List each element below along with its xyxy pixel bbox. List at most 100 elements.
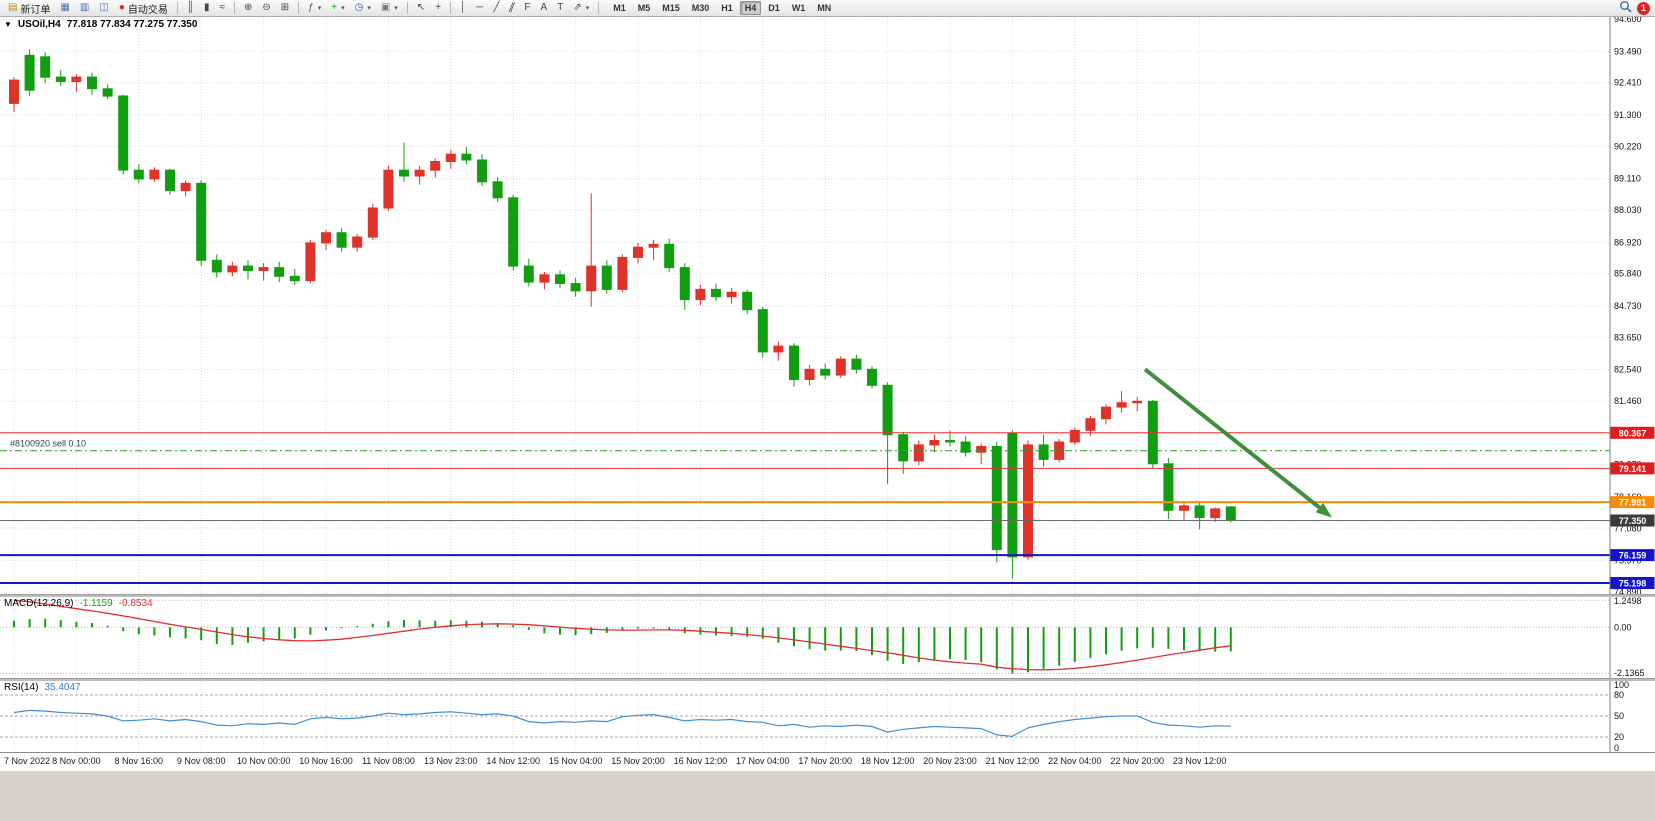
rsi-value: 35.4047 xyxy=(44,682,81,693)
support-line-blue-2-tag xyxy=(1610,577,1655,589)
channel-icon[interactable]: ∥ xyxy=(505,0,518,16)
zoom-out-icon[interactable]: ⊖ xyxy=(258,0,274,16)
candle xyxy=(1132,400,1143,404)
candle xyxy=(258,267,269,272)
fibonacci-icon[interactable]: F xyxy=(520,0,534,16)
support-line-blue-2-tag-text: 75.198 xyxy=(1619,579,1647,589)
main-chart-pane[interactable]: ▼ USOil,H4 77.818 77.834 77.275 77.350 #… xyxy=(0,17,1655,594)
timeframe-button-D1[interactable]: D1 xyxy=(768,3,780,13)
candle xyxy=(477,159,487,183)
new-order-button-label: 新订单 xyxy=(20,4,51,16)
price-axis-label: 83.650 xyxy=(1614,332,1642,342)
candle xyxy=(898,434,909,462)
horizontal-line-icon[interactable]: ─ xyxy=(472,0,487,16)
candle xyxy=(945,440,955,443)
candle xyxy=(243,265,253,272)
pane-splitter-2[interactable] xyxy=(0,678,1655,681)
crosshair-icon[interactable]: + xyxy=(431,0,445,16)
trend-arrow[interactable] xyxy=(1143,367,1332,518)
time-axis-label: 20 Nov 23:00 xyxy=(923,756,977,766)
candle xyxy=(523,265,534,283)
add-object-icon: + xyxy=(331,2,338,13)
market-watch-icon[interactable]: ◫ xyxy=(95,0,112,16)
price-axis-label: 85.840 xyxy=(1614,269,1642,279)
new-order-button[interactable]: ▤ 新订单 xyxy=(4,0,54,16)
time-axis-label: 14 Nov 12:00 xyxy=(486,756,540,766)
channel-icon: ∥ xyxy=(507,2,517,13)
vertical-gridlines xyxy=(13,596,1201,678)
timeframe-button-H1[interactable]: H1 xyxy=(721,3,733,13)
pane-splitter-1[interactable] xyxy=(0,594,1655,597)
candle xyxy=(118,95,129,171)
profiles-icon[interactable]: ▥ xyxy=(76,0,93,16)
add-object-icon[interactable]: + ▾ xyxy=(327,0,348,16)
time-axis-label: 10 Nov 00:00 xyxy=(236,756,291,766)
rsi-axis-label: 0 xyxy=(1614,743,1619,752)
time-axis-label: 22 Nov 20:00 xyxy=(1110,756,1164,766)
periods-icon[interactable]: ◷ ▾ xyxy=(351,0,375,16)
candle xyxy=(40,56,51,78)
trendline-icon[interactable]: ╱ xyxy=(489,0,503,16)
zoom-in-icon[interactable]: ⊕ xyxy=(240,0,256,16)
chevron-down-icon: ▾ xyxy=(367,5,371,12)
templates-icon[interactable]: ▣ ▾ xyxy=(377,0,402,16)
candle xyxy=(352,236,363,248)
candle xyxy=(773,345,784,353)
candle xyxy=(1194,505,1205,518)
candle xyxy=(24,54,35,91)
rsi-title: RSI(14) 35.4047 xyxy=(4,682,81,693)
timeframe-button-MN[interactable]: MN xyxy=(817,3,832,13)
candlestick-chart-icon: ▮ xyxy=(203,2,210,13)
timeframe-button-W1[interactable]: W1 xyxy=(791,3,806,13)
price-axis[interactable]: 94.600 93.490 92.410 91.300 90.220 89.110 88.0… xyxy=(1609,17,1655,594)
candle xyxy=(1023,444,1033,558)
autotrading-button[interactable]: ● 自动交易 xyxy=(115,0,172,16)
indicators-icon[interactable]: ƒ ▾ xyxy=(304,0,325,16)
chart-title: ▼ USOil,H4 77.818 77.834 77.275 77.350 xyxy=(4,19,197,30)
arrows-icon[interactable]: ⇗ ▾ xyxy=(569,0,593,16)
candles xyxy=(9,49,1236,579)
search-icon[interactable] xyxy=(1619,0,1632,16)
tile-windows-icon[interactable]: ⊞ xyxy=(277,0,293,16)
candle xyxy=(383,169,394,209)
macd-canvas[interactable]: 1.2498 0.00 -2.1365 xyxy=(0,596,1655,678)
chevron-down-icon: ▾ xyxy=(317,5,322,12)
time-axis[interactable]: 7 Nov 2022 8 Nov 00:00 8 Nov 16:00 9 Nov 08… xyxy=(0,752,1655,771)
candle xyxy=(882,384,893,436)
label-icon[interactable]: T xyxy=(553,0,567,16)
main-chart-canvas[interactable]: #8100920 sell 0.10 94.600 93.490 92.410 91.3… xyxy=(0,17,1655,594)
candle xyxy=(9,79,19,104)
text-icon[interactable]: A xyxy=(537,0,552,16)
price-axis-label: 84.730 xyxy=(1614,301,1642,311)
candle xyxy=(757,309,768,353)
candle xyxy=(586,265,597,292)
vertical-line-icon[interactable]: │ xyxy=(456,0,470,16)
line-chart-icon[interactable]: ≈ xyxy=(215,0,229,16)
notification-badge[interactable]: 1 xyxy=(1637,1,1650,15)
charts-grid-icon[interactable]: ▦ xyxy=(56,0,73,16)
macd-pane[interactable]: MACD(12,26,9) -1.1159 -0.8534 1.2498 0.00… xyxy=(0,596,1655,678)
timeframe-button-H4[interactable]: H4 xyxy=(739,1,762,15)
time-axis-label: 13 Nov 23:00 xyxy=(424,756,478,766)
cursor-icon[interactable]: ↖ xyxy=(413,0,429,16)
rsi-pane[interactable]: RSI(14) 35.4047 100 80 50 20 0 xyxy=(0,680,1655,752)
toolbar: ▤ 新订单 ▦ ▥ ◫ ● 自动交易 ║ ▮ ≈ ⊕ ⊖ ⊞ ƒ ▾ + ▾ ◷ ▾ ▣ ▾ ↖ + │ ─ ╱ ∥ F A T ⇗ ▾ M1… xyxy=(0,0,1655,17)
timeframe-button-M5[interactable]: M5 xyxy=(637,3,651,13)
macd-label: MACD(12,26,9) xyxy=(4,598,74,609)
time-axis-label: 22 Nov 04:00 xyxy=(1048,756,1102,766)
candlestick-chart-icon[interactable]: ▮ xyxy=(200,0,214,16)
bid-price-line-tag-text: 77.350 xyxy=(1619,516,1647,526)
resistance-line-orange-tag-text: 77.981 xyxy=(1619,498,1647,508)
candle xyxy=(991,445,1002,551)
label-icon: T xyxy=(557,2,564,13)
crosshair-icon: + xyxy=(435,2,442,13)
toolbar-separator xyxy=(450,2,452,14)
timeframe-button-M30[interactable]: M30 xyxy=(691,3,710,13)
candle xyxy=(742,291,753,311)
timeframe-button-M15[interactable]: M15 xyxy=(662,3,680,13)
timeframe-button-M1[interactable]: M1 xyxy=(613,3,626,13)
bars-chart-icon[interactable]: ║ xyxy=(183,0,198,16)
one-click-trading-toggle-icon[interactable]: ▼ xyxy=(4,20,12,29)
candle xyxy=(87,76,97,90)
